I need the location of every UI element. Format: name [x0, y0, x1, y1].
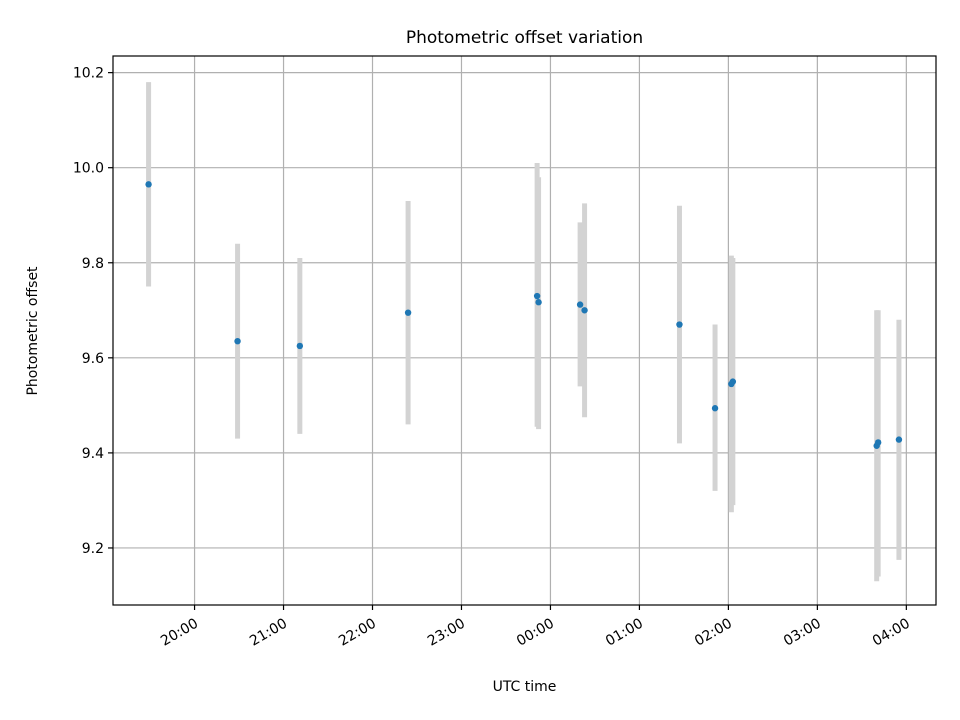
data-point: [145, 181, 152, 188]
plot-frame: [112, 55, 937, 606]
data-points: [145, 181, 903, 449]
data-point: [535, 299, 542, 306]
data-point: [711, 405, 719, 412]
chart-title: Photometric offset variation: [406, 28, 643, 48]
data-point: [234, 337, 241, 345]
data-point: [576, 301, 584, 308]
y-tick-label: 9.8: [82, 256, 104, 272]
data-point: [676, 321, 683, 328]
y-tick-label: 9.4: [82, 446, 104, 462]
data-point: [404, 309, 412, 316]
y-tick-label: 9.6: [82, 351, 104, 367]
y-tick-label: 10.2: [73, 66, 104, 82]
y-tick-label: 9.2: [82, 541, 104, 557]
data-point: [874, 439, 882, 446]
data-point: [533, 292, 541, 300]
data-point: [895, 436, 903, 443]
grid: [113, 56, 936, 605]
x-axis-label: UTC time: [493, 679, 557, 695]
y-tick-label: 10.0: [73, 161, 104, 177]
y-axis-label: Photometric offset: [25, 266, 41, 396]
data-point: [581, 307, 588, 314]
data-point: [296, 342, 304, 350]
data-point: [729, 378, 737, 385]
